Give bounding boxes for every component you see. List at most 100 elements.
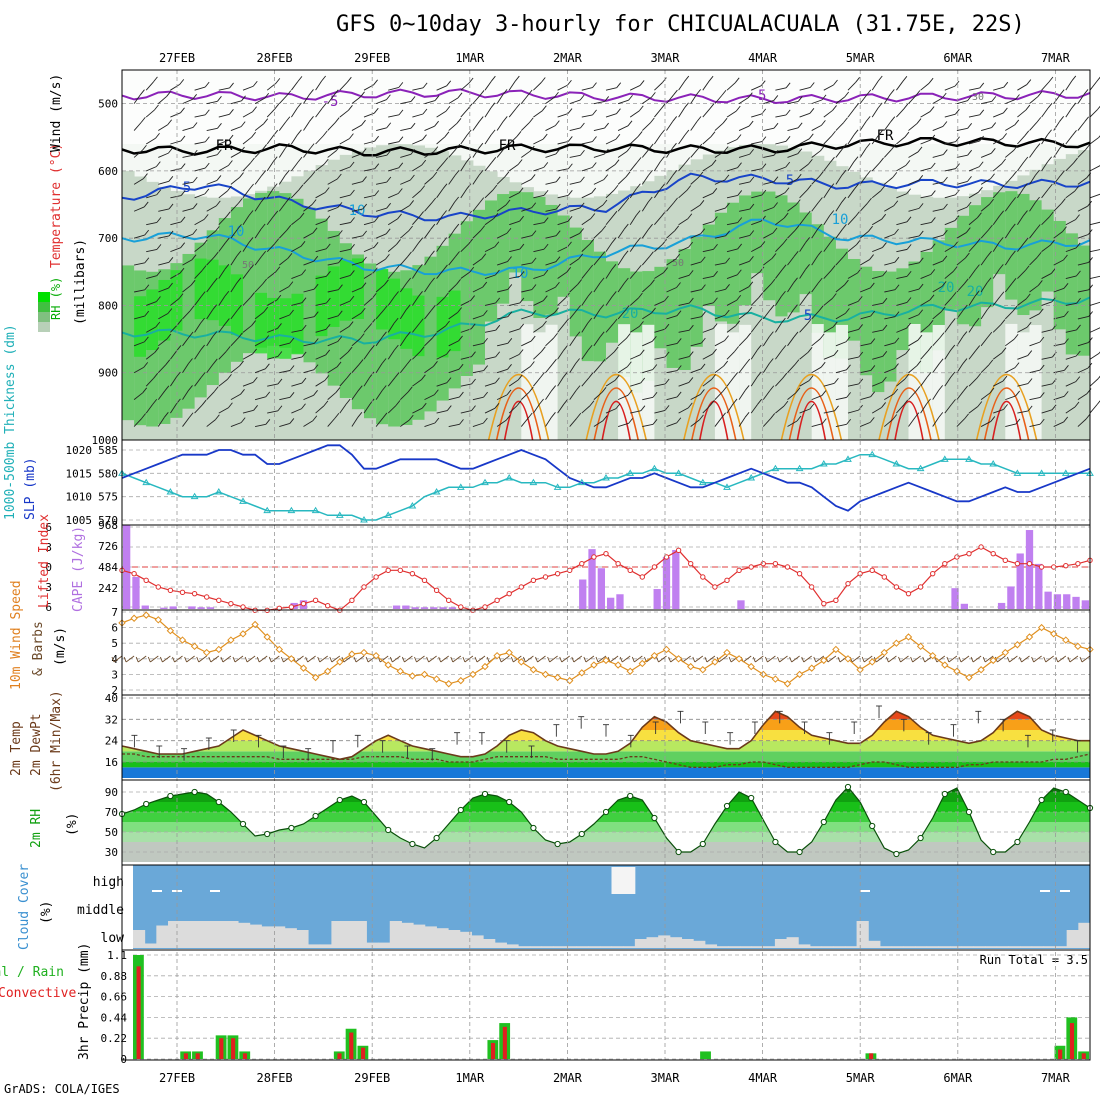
wind-barb [1089, 249, 1100, 253]
wind-barb [218, 323, 226, 333]
li-marker [143, 577, 149, 584]
thickness-marker [965, 455, 973, 462]
rh-fill-green [593, 251, 607, 362]
surface-wind-barb-tick [571, 656, 575, 663]
wind-barb [763, 207, 774, 212]
wind-barb [581, 114, 593, 118]
wind-barb [146, 166, 157, 172]
wind-barb-flag [882, 376, 887, 383]
rh-marker [554, 840, 561, 848]
rh-marker [336, 796, 343, 804]
wind-barb-flag [277, 351, 283, 357]
wind-barb-flag [261, 250, 267, 257]
wind-barb-flag [228, 134, 234, 141]
wind-barb [533, 274, 544, 279]
rh-marker [893, 850, 900, 858]
wind-barb-flag [142, 387, 148, 394]
warm-isotherm [683, 374, 745, 441]
rh-fill-dry [739, 324, 752, 440]
wind-barb [581, 269, 590, 279]
wind-barb-flag [889, 89, 895, 95]
wind-barb-flag [1048, 211, 1054, 218]
wind-barb-flag [685, 157, 691, 163]
wind-barb-flag [1036, 117, 1042, 123]
wind-speed-marker [880, 648, 889, 657]
rh-fill-green [969, 205, 982, 327]
wind-barb-flag [1051, 404, 1057, 411]
wind-barb [593, 391, 603, 400]
wind-barb [932, 390, 940, 400]
wind-barb-flag [854, 183, 859, 190]
wind-barb [654, 272, 664, 279]
surface-wind-barb [972, 655, 982, 663]
wind-barb [751, 85, 762, 91]
surface-wind-barb-tick [244, 656, 248, 663]
credit-text: GrADS: COLA/IGES [4, 1082, 120, 1096]
wind-barb-flag [361, 119, 366, 126]
surface-wind-barb-tick [401, 656, 405, 663]
temp-tick-label: 16 [105, 756, 118, 769]
wind-barb-flag [192, 176, 198, 183]
wind-barb [291, 382, 303, 387]
wind-barb [133, 206, 145, 212]
wind-barb-flag [797, 122, 803, 129]
surface-wind-barb [791, 655, 800, 663]
wind-barb [654, 188, 662, 199]
wind-barb [230, 151, 241, 158]
wind-barb [678, 190, 688, 199]
wind-barb [762, 336, 770, 347]
wind-barb-flag [1039, 364, 1045, 371]
wind-barb [448, 283, 457, 293]
wind-barb [278, 121, 287, 131]
wind-barb-flag [853, 156, 859, 162]
warm-isotherm [975, 374, 1038, 441]
wind-speed-marker [154, 616, 163, 624]
wind-barb-flag [345, 398, 351, 405]
wind-barb-flag [829, 210, 835, 216]
surface-wind-barb-tick [256, 656, 260, 663]
wind-barb-flag [817, 277, 823, 284]
rh-marker [651, 814, 658, 822]
wind-barb-flag [410, 174, 415, 181]
wind-barb-flag [652, 364, 658, 370]
wind-barb [1004, 175, 1013, 185]
wind-barb-flag [652, 419, 658, 425]
wind-barb-flag [285, 116, 291, 123]
wind-barb-flag [651, 92, 656, 98]
rh-fill-green [944, 227, 958, 310]
wind-speed-marker [275, 645, 284, 654]
wind-barb-flag [771, 253, 777, 259]
wind-barb [133, 341, 145, 347]
wind-barb-flag [975, 264, 980, 270]
wind10m-panel [121, 609, 1091, 696]
wind-barb [194, 193, 206, 199]
wind-barb-flag [817, 250, 823, 257]
surface-wind-barb [706, 655, 716, 663]
cape-bar [737, 600, 745, 609]
cloud-low-bar [658, 935, 671, 948]
wind-barb-flag [180, 190, 186, 196]
wind-barb [702, 328, 714, 333]
wind-barb [956, 390, 964, 400]
wind-barb-flag [519, 215, 524, 222]
wind-barb-flag [217, 96, 222, 102]
wind-barb [1017, 326, 1028, 333]
wind-barb-flag [1050, 239, 1055, 246]
surface-wind-barb [815, 655, 825, 663]
wind-barb [1089, 378, 1099, 387]
wind-barb-flag [374, 190, 380, 196]
wind-barb-flag [830, 265, 836, 271]
rh-fill-green [823, 236, 837, 358]
wind-barb [170, 403, 177, 414]
surface-wind-barb-tick [184, 656, 188, 663]
slp-tick-label: 1010 [66, 491, 93, 504]
surface-wind-barb [379, 655, 389, 663]
cloud-low-bar [681, 939, 694, 948]
surface-wind-barb [331, 655, 341, 663]
wind-barb [823, 382, 835, 387]
warm-isotherm [487, 374, 550, 441]
wind-barb [944, 194, 956, 199]
cloud-low-bar [879, 946, 893, 948]
li-marker [1051, 564, 1057, 570]
wind-barb [920, 222, 932, 226]
